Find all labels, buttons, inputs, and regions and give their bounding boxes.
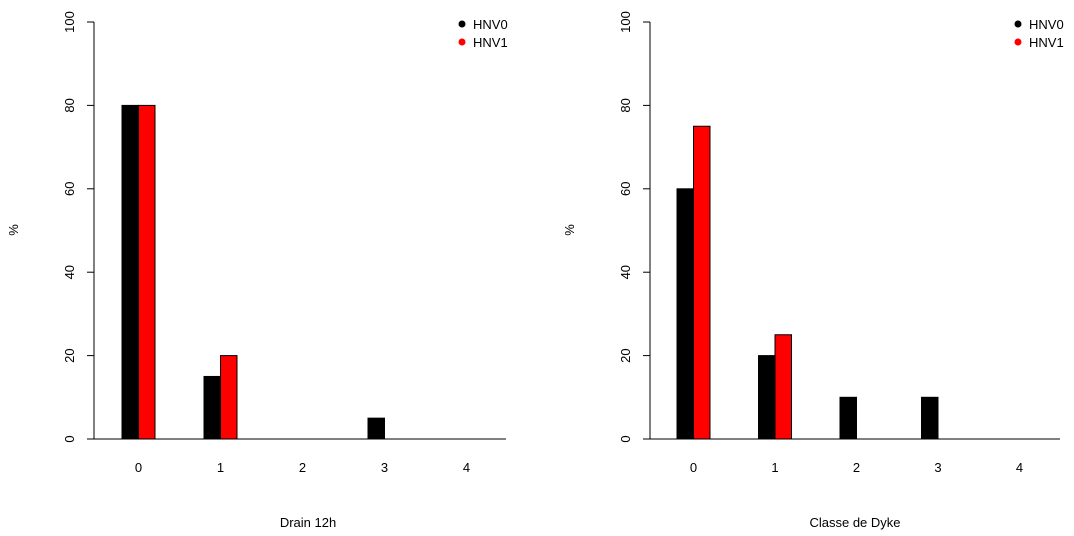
x-axis-label: Drain 12h (280, 515, 336, 530)
y-tick-label: 20 (62, 348, 77, 362)
x-tick-label: 4 (1016, 460, 1023, 475)
y-tick-label: 40 (618, 265, 633, 279)
bar-hnv0-1 (203, 375, 221, 440)
legend-marker-hnv1 (1014, 38, 1022, 46)
bar-hnv1-1 (774, 334, 792, 440)
y-axis-label: % (6, 224, 21, 236)
y-tick-label: 100 (618, 11, 633, 33)
y-tick-label: 40 (62, 265, 77, 279)
bar-hnv1-0 (693, 125, 711, 440)
y-tick-label: 20 (618, 348, 633, 362)
bar-hnv1-1 (220, 355, 238, 440)
bar-hnv0-3 (367, 417, 385, 440)
legend-label-hnv0: HNV0 (1029, 17, 1064, 32)
chart-panel-1: 0 20 40 60 80 100 0 1 2 3 4 Drain 12h% HNV0 HNV1 (6, 11, 508, 530)
x-tick-label: 2 (299, 460, 306, 475)
x-tick-label: 2 (853, 460, 860, 475)
x-tick-label: 0 (135, 460, 142, 475)
x-tick-label: 3 (934, 460, 941, 475)
bar-hnv0-0 (121, 104, 139, 440)
chart-panel-2: 0 20 40 60 80 100 0 1 2 3 4 Classe de Dyke% HNV0 HNV1 (562, 11, 1064, 530)
y-axis-label: % (562, 224, 577, 236)
bar-hnv0-2 (839, 396, 857, 440)
legend-marker-hnv0 (1014, 20, 1022, 28)
x-tick-label: 0 (690, 460, 697, 475)
y-tick-label: 80 (618, 98, 633, 112)
y-tick-label: 0 (62, 435, 77, 442)
x-axis-label: Classe de Dyke (809, 515, 900, 530)
legend-label-hnv0: HNV0 (473, 17, 508, 32)
y-tick-label: 60 (62, 182, 77, 196)
x-tick-label: 3 (381, 460, 388, 475)
bar-hnv0-3 (921, 396, 939, 440)
legend-marker-hnv0 (458, 20, 466, 28)
legend-marker-hnv1 (458, 38, 466, 46)
bar-hnv0-0 (676, 188, 694, 440)
x-tick-label: 1 (217, 460, 224, 475)
y-tick-label: 80 (62, 98, 77, 112)
bar-hnv1-0 (138, 104, 156, 440)
x-tick-label: 1 (771, 460, 778, 475)
y-tick-label: 60 (618, 182, 633, 196)
y-tick-label: 0 (618, 435, 633, 442)
x-tick-label: 4 (463, 460, 470, 475)
bar-hnv0-1 (758, 355, 776, 440)
legend-label-hnv1: HNV1 (1029, 35, 1064, 50)
legend-label-hnv1: HNV1 (473, 35, 508, 50)
y-tick-label: 100 (62, 11, 77, 33)
